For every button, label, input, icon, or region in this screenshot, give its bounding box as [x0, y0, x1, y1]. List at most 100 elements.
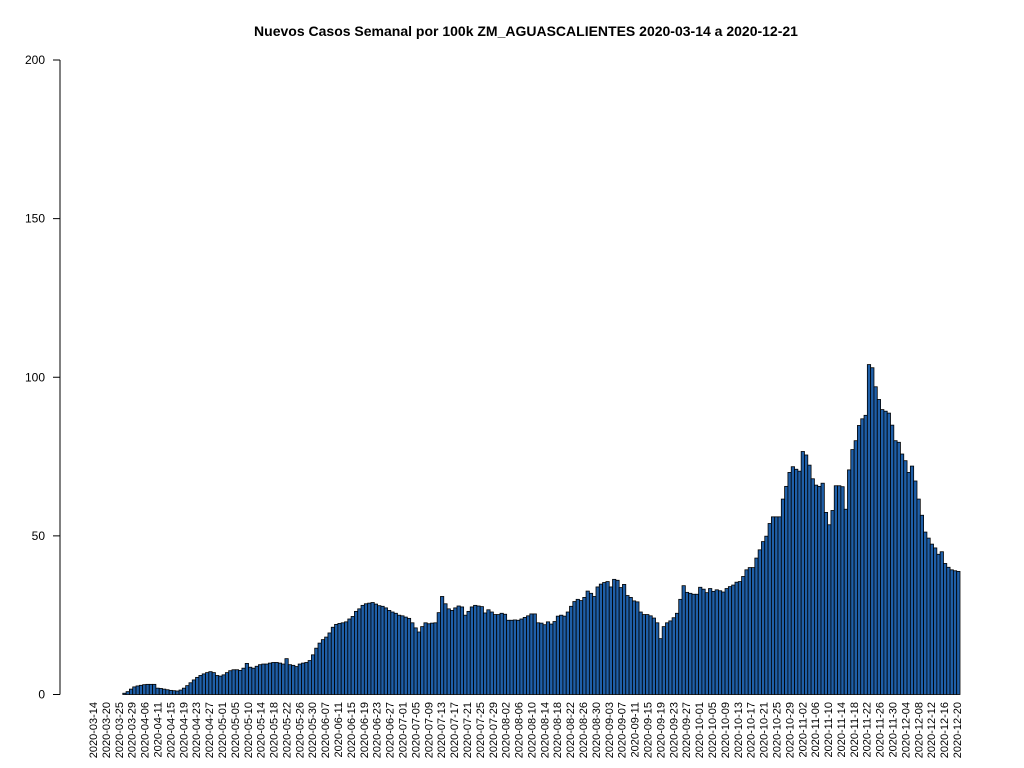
bar [754, 557, 759, 695]
bar [327, 632, 332, 695]
bar [774, 516, 779, 695]
bar [734, 581, 739, 695]
x-tick-label: 2020-07-13 [436, 702, 448, 758]
bar [641, 614, 647, 695]
bar [433, 622, 438, 695]
bar [383, 607, 388, 695]
x-tick-label: 2020-10-21 [759, 702, 771, 758]
x-tick-label: 2020-12-04 [900, 702, 912, 758]
bar [261, 663, 266, 695]
bar [880, 409, 885, 695]
x-tick-label: 2020-06-27 [385, 702, 397, 758]
x-tick-label: 2020-04-11 [152, 702, 164, 757]
bar [661, 626, 666, 695]
bar [363, 603, 369, 695]
bar [211, 672, 216, 695]
bar [340, 622, 345, 695]
x-tick-label: 2020-11-14 [836, 702, 848, 757]
bar [499, 612, 504, 695]
bar [155, 687, 160, 695]
bar [833, 485, 838, 695]
bar [804, 454, 809, 695]
x-tick-label: 2020-06-11 [333, 702, 345, 757]
bar [301, 662, 306, 695]
bar [830, 510, 835, 695]
bar [608, 586, 613, 695]
bar [138, 684, 144, 695]
bar [473, 604, 478, 695]
bar [152, 683, 157, 695]
bar [684, 591, 690, 695]
bar [271, 662, 276, 695]
x-tick-label: 2020-03-29 [127, 702, 139, 758]
bar [909, 465, 915, 695]
bar [380, 605, 385, 695]
bar [205, 672, 210, 695]
bar [565, 611, 570, 695]
bar [317, 642, 322, 695]
bar [459, 606, 465, 695]
x-tick-label: 2020-05-26 [294, 702, 306, 758]
bar [648, 615, 653, 695]
bar [870, 367, 875, 695]
bar [853, 440, 858, 695]
bar [307, 660, 312, 695]
bar [526, 615, 531, 695]
bar [393, 612, 398, 695]
bar [906, 472, 911, 695]
bar [913, 480, 918, 695]
bar [367, 602, 372, 695]
bar [344, 621, 349, 695]
bar [820, 482, 825, 695]
x-tick-label: 2020-10-05 [707, 702, 719, 758]
x-tick-label: 2020-09-11 [630, 702, 642, 757]
x-tick-label: 2020-05-14 [256, 702, 268, 758]
bar [466, 610, 471, 695]
x-tick-label: 2020-08-30 [591, 702, 603, 758]
bar [727, 586, 733, 695]
bar [168, 689, 173, 695]
bar [122, 692, 127, 695]
bar [542, 624, 547, 695]
x-tick-label: 2020-10-01 [694, 702, 706, 758]
bar [443, 603, 448, 695]
bar [873, 386, 878, 695]
x-tick-label: 2020-05-30 [307, 702, 319, 758]
x-tick-label: 2020-09-03 [604, 702, 616, 758]
x-tick-label: 2020-09-15 [643, 702, 655, 758]
x-tick-label: 2020-11-02 [797, 702, 809, 757]
bar [479, 606, 484, 695]
bar [224, 672, 230, 695]
y-tick-label: 100 [25, 370, 45, 384]
bar [175, 690, 180, 695]
bar [135, 685, 140, 695]
x-tick-label: 2020-03-25 [114, 702, 126, 758]
bar [320, 639, 326, 695]
bar [334, 623, 339, 695]
bar [939, 551, 944, 695]
bar [377, 605, 382, 695]
bar [128, 688, 134, 695]
bar [655, 622, 660, 695]
bar [704, 592, 709, 695]
bar [926, 537, 931, 695]
bar [675, 612, 680, 695]
y-tick-label: 200 [25, 53, 45, 67]
x-tick-label: 2020-07-25 [475, 702, 487, 758]
bar [532, 613, 537, 695]
bar [780, 498, 786, 695]
bar [231, 669, 236, 695]
bar [817, 485, 822, 695]
y-axis: 0 50 100 150 200 [25, 53, 60, 702]
bar [188, 682, 193, 695]
x-tick-label: 2020-12-16 [939, 702, 951, 758]
bar [354, 610, 359, 695]
bar [741, 576, 746, 695]
bar [724, 588, 729, 695]
bar [863, 414, 868, 695]
bar [718, 590, 723, 695]
bar [536, 622, 541, 695]
bar [860, 418, 865, 695]
x-tick-label: 2020-04-23 [191, 702, 203, 758]
bar [426, 623, 431, 695]
